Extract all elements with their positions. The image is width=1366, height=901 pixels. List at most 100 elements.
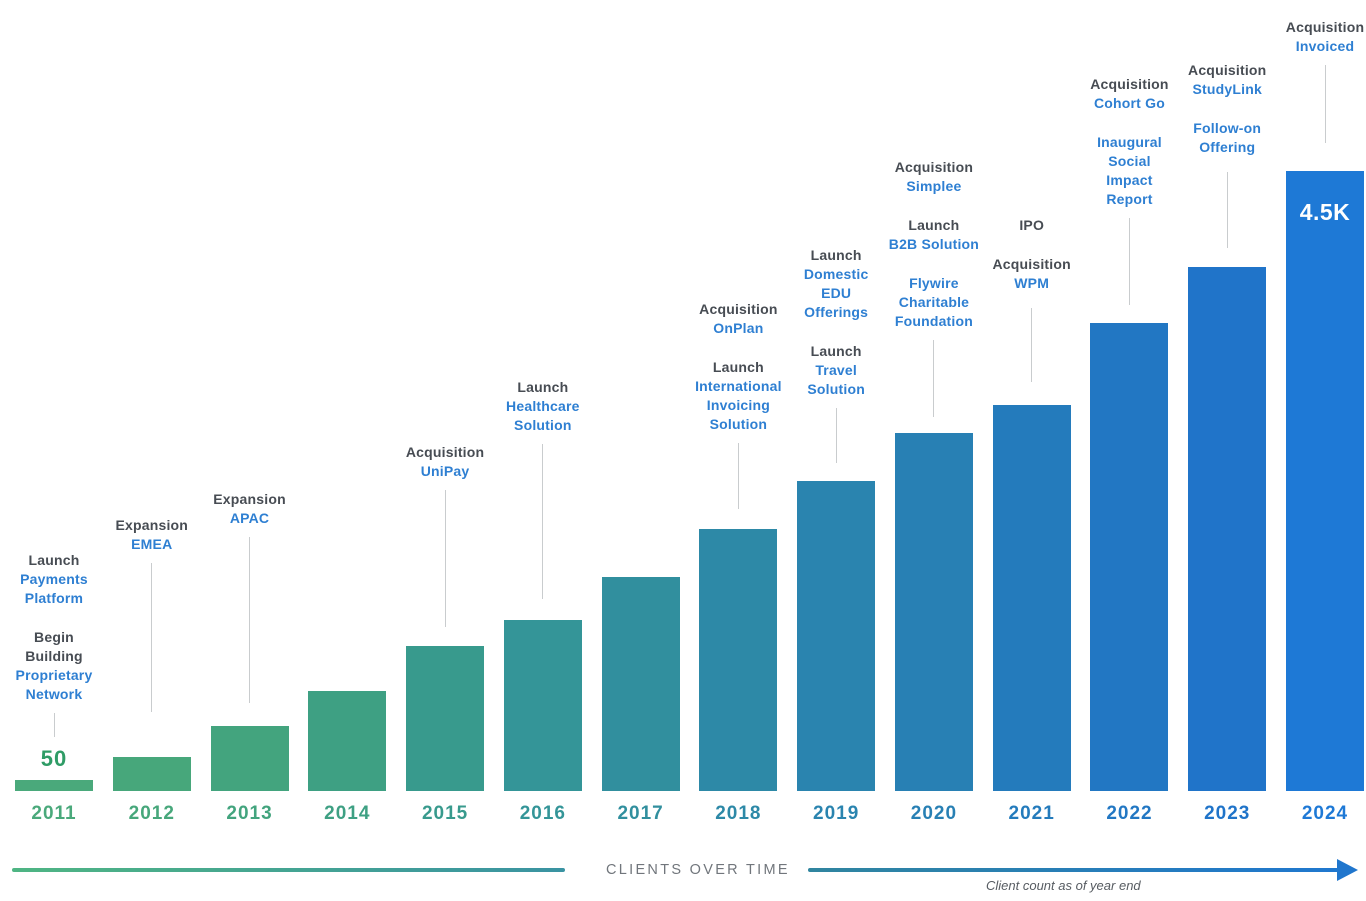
connector-line-2011 [53, 713, 55, 737]
milestone-line: International [695, 378, 782, 394]
timeline-column-2013: 2013 Expansion APAC [189, 0, 311, 824]
milestone-line: Launch [810, 343, 862, 359]
milestone-block: Launch Healthcare Solution [482, 378, 604, 435]
milestone-block: Launch Domestic EDU Offerings [775, 246, 897, 322]
milestone-line: Expansion [115, 517, 189, 533]
milestone-line: Charitable [898, 294, 970, 310]
milestone-block: Inaugural Social Impact Report [1068, 133, 1190, 209]
milestone-line: Network [25, 686, 83, 702]
milestone-line: StudyLink [1192, 81, 1262, 97]
milestone-line: Invoiced [1295, 38, 1355, 54]
year-label-2012: 2012 [128, 803, 175, 824]
year-label-2021: 2021 [1008, 803, 1055, 824]
milestone-block: Acquisition WPM [971, 255, 1093, 293]
milestone-block: Acquisition Invoiced [1264, 18, 1366, 56]
milestone-line: Flywire [909, 275, 959, 291]
year-label-2020: 2020 [910, 803, 958, 824]
milestone-line: Invoicing [706, 397, 770, 413]
year-label-2023: 2023 [1204, 803, 1251, 824]
year-label-2024: 2024 [1301, 803, 1349, 824]
bar-2015 [406, 646, 485, 791]
milestone-block: Flywire Charitable Foundation [873, 274, 995, 331]
milestone-line: APAC [229, 510, 270, 526]
milestone-line: Acquisition [1188, 62, 1267, 78]
milestone-line: Acquisition [1090, 76, 1169, 92]
milestones-2022: Acquisition Cohort Go Inaugural Social Impac… [1068, 75, 1190, 209]
milestone-block: Launch Payments Platform [0, 551, 115, 608]
bar-2014 [308, 691, 387, 791]
connector-line-2021 [1031, 308, 1033, 382]
year-label-2011: 2011 [31, 803, 77, 824]
milestone-line: Acquisition [405, 444, 485, 460]
year-label-2016: 2016 [519, 803, 566, 824]
timeline-column-2021: 2021 IPO Acquisition WPM [971, 0, 1093, 824]
milestone-line: Building [25, 648, 83, 664]
milestones-2019: Launch Domestic EDU Offerings Launch Travel So… [775, 246, 897, 399]
timeline-column-2011: 2011 Launch Payments Platform Begin Building P… [0, 0, 115, 824]
year-label-2017: 2017 [617, 803, 664, 824]
connector-line-2023 [1226, 172, 1228, 248]
connector-line-2024 [1324, 65, 1326, 143]
connector-line-2019 [835, 408, 837, 463]
bar-2018 [699, 529, 778, 791]
milestones-2020: Acquisition Simplee Launch B2B Solution Flyw… [873, 158, 995, 331]
milestones-2024: Acquisition Invoiced [1264, 18, 1366, 56]
milestone-line: Cohort Go [1093, 95, 1165, 111]
timeline-column-2017: 2017 [580, 0, 702, 824]
connector-line-2012 [151, 563, 153, 712]
milestone-line: Offerings [804, 304, 869, 320]
connector-line-2015 [444, 490, 446, 627]
milestone-line: Foundation [894, 313, 974, 329]
arrow-right-icon [1337, 859, 1358, 881]
connector-line-2018 [737, 443, 739, 509]
milestone-line: Follow-on [1193, 120, 1262, 136]
bar-2011 [15, 780, 93, 791]
connector-line-2022 [1128, 218, 1130, 305]
axis-footnote: Client count as of year end [986, 878, 1141, 893]
timeline-column-2012: 2012 Expansion EMEA [91, 0, 213, 824]
bar-2021 [992, 405, 1071, 791]
connector-line-2020 [933, 340, 935, 417]
client-count-label-2011: 50 [40, 746, 68, 771]
milestones-2012: Expansion EMEA [91, 516, 213, 554]
milestones-2021: IPO Acquisition WPM [971, 216, 1093, 293]
milestone-block: Launch Travel Solution [775, 342, 897, 399]
bar-2020 [894, 433, 973, 791]
axis-caption: CLIENTS OVER TIME [606, 862, 790, 878]
milestone-line: EDU [821, 285, 852, 301]
client-count-label-2024: 4.5K [1299, 199, 1351, 225]
milestone-line: Acquisition [894, 159, 974, 175]
timeline-column-2015: 2015 Acquisition UniPay [384, 0, 506, 824]
milestone-line: UniPay [420, 463, 470, 479]
connector-line-2013 [249, 537, 251, 703]
bar-2017 [601, 577, 680, 791]
year-label-2019: 2019 [813, 803, 860, 824]
milestone-block: IPO [971, 216, 1093, 235]
milestone-line: Simplee [906, 178, 962, 194]
milestone-line: Begin [34, 629, 74, 645]
timeline-axis-line-green [12, 868, 565, 872]
milestone-line: B2B Solution [888, 236, 980, 252]
timeline-axis-line-blue [808, 868, 1340, 872]
milestone-line: Social [1108, 153, 1151, 169]
milestone-block: Acquisition StudyLink [1166, 61, 1288, 99]
milestones-2023: Acquisition StudyLink Follow-on Offering [1166, 61, 1288, 157]
connector-line-2016 [542, 444, 544, 599]
timeline-column-2019: 2019 Launch Domestic EDU Offerings Launch Trav… [775, 0, 897, 824]
milestone-block: Expansion EMEA [91, 516, 213, 554]
milestone-line: Proprietary [15, 667, 93, 683]
timeline-column-2024: 4.5K 2024 Acquisition Invoiced [1264, 0, 1366, 824]
milestone-block: Expansion APAC [189, 490, 311, 528]
milestones-2011: Launch Payments Platform Begin Building Propr… [0, 551, 115, 704]
timeline-column-2016: 2016 Launch Healthcare Solution [482, 0, 604, 824]
bar-2022 [1090, 323, 1169, 791]
timeline-column-2018: 2018 Acquisition OnPlan Launch International… [677, 0, 799, 824]
milestone-block: Acquisition OnPlan [677, 300, 799, 338]
milestone-line: Solution [709, 416, 768, 432]
timeline-column-2014: 2014 [286, 0, 408, 824]
milestone-line: IPO [1019, 217, 1045, 233]
milestone-block: Acquisition Simplee [873, 158, 995, 196]
milestone-line: Solution [514, 417, 572, 433]
timeline-column-2020: 2020 Acquisition Simplee Launch B2B Solution… [873, 0, 995, 824]
